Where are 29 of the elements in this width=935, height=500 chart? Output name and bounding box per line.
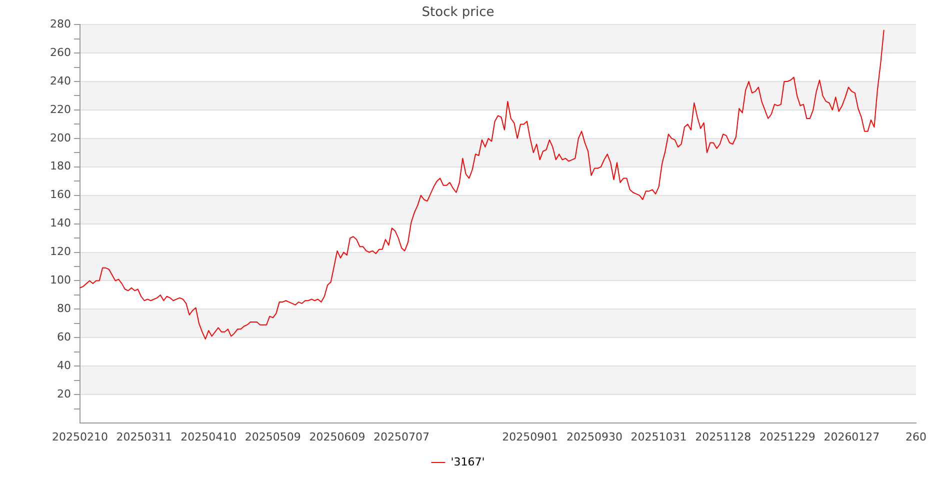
x-tick-label: 20250509 (244, 430, 301, 444)
y-tick-label: 100 (50, 274, 71, 287)
x-tick-label: 20251229 (759, 430, 816, 444)
x-tick-label: 20250410 (180, 430, 237, 444)
y-tick-label: 40 (57, 358, 71, 372)
y-tick-label: 160 (50, 188, 71, 202)
x-tick-label: 20250210 (52, 430, 108, 444)
y-tick-label: 120 (50, 245, 71, 258)
y-tick-label: 200 (50, 131, 71, 144)
y-tick-label: 240 (50, 74, 71, 88)
y-tick-label: 180 (50, 160, 71, 173)
x-tick-label: 20250901 (502, 430, 558, 444)
y-tick-label: 20 (57, 387, 71, 400)
x-tick-label: 260 (906, 430, 926, 444)
y-tick-label: 280 (50, 17, 71, 30)
y-tick-label: 60 (57, 330, 71, 344)
y-tick-label: 260 (50, 46, 71, 59)
y-tick-label: 80 (57, 302, 71, 316)
y-tick-label: 220 (50, 102, 71, 116)
x-tick-label: 20250707 (374, 430, 430, 444)
chart-title: Stock price (422, 5, 494, 20)
y-tick-label: 140 (50, 216, 71, 230)
legend-label: '3167' (450, 455, 485, 468)
x-tick-label: 20251128 (695, 430, 752, 444)
x-tick-label: 20250609 (309, 430, 366, 444)
x-tick-label: 20251031 (630, 430, 687, 444)
x-tick-label: 20260127 (824, 430, 880, 444)
x-tick-label: 20250930 (566, 430, 622, 444)
x-tick-label: 20250311 (116, 430, 172, 444)
